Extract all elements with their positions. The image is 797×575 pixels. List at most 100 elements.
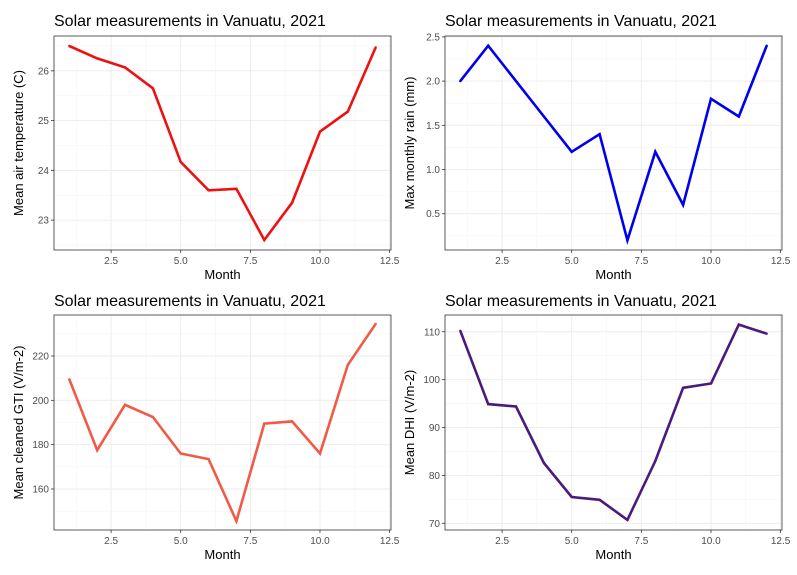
x-tick-label: 2.5 xyxy=(495,536,509,547)
series-line xyxy=(459,323,768,522)
chart-panel-4: 2.5 5.0 7.5 10.0 12.5 70 80 90 100 110 Solar measu… xyxy=(402,293,791,562)
data-point xyxy=(459,329,462,333)
y-tick-label: 23 xyxy=(38,216,50,227)
x-tick-label: 12.5 xyxy=(380,536,400,547)
data-point xyxy=(346,363,350,367)
data-point xyxy=(542,461,546,465)
data-point xyxy=(123,66,127,69)
data-point xyxy=(318,130,322,133)
data-point xyxy=(709,382,713,385)
data-point xyxy=(318,452,322,455)
data-point xyxy=(765,332,768,335)
x-tick-label: 7.5 xyxy=(243,256,257,267)
y-tick-label: 1.0 xyxy=(426,165,440,176)
data-point xyxy=(179,160,182,164)
data-point xyxy=(486,402,490,406)
y-axis-label: Mean air temperature (C) xyxy=(11,70,26,216)
panel-border xyxy=(444,35,783,251)
y-tick-label: 180 xyxy=(32,440,49,451)
data-point xyxy=(598,132,601,136)
data-point xyxy=(654,459,657,463)
data-point xyxy=(514,405,518,408)
data-point xyxy=(654,150,657,154)
y-tick-label: 26 xyxy=(38,66,50,77)
x-tick-label: 7.5 xyxy=(634,536,648,547)
x-tick-label: 2.5 xyxy=(104,256,118,267)
x-tick-label: 5.0 xyxy=(565,536,579,547)
data-point xyxy=(235,519,238,523)
data-point xyxy=(263,238,266,242)
data-point xyxy=(486,44,490,47)
data-point xyxy=(123,403,127,406)
x-tick-label: 12.5 xyxy=(771,256,791,267)
data-point xyxy=(207,189,210,192)
chart-panel-3: 2.5 5.0 7.5 10.0 12.5 160 180 200 220 Solar measu… xyxy=(11,293,400,562)
y-axis-label: Mean DHI (V/m-2) xyxy=(402,370,417,475)
y-tick-label: 2.0 xyxy=(426,77,440,88)
data-point xyxy=(151,415,155,419)
y-axis-label: Mean cleaned GTI (V/m-2) xyxy=(11,346,26,500)
data-point xyxy=(514,79,518,83)
data-point xyxy=(737,323,741,326)
x-axis-label: Month xyxy=(204,547,240,562)
series-line xyxy=(68,44,377,243)
data-point xyxy=(765,44,768,47)
x-tick-label: 2.5 xyxy=(495,256,509,267)
data-point xyxy=(68,44,71,48)
y-tick-label: 24 xyxy=(38,166,50,177)
panel-title: Solar measurements in Vanuatu, 2021 xyxy=(54,13,326,30)
x-axis-label: Month xyxy=(595,547,631,562)
y-tick-label: 90 xyxy=(429,423,441,434)
x-tick-label: 7.5 xyxy=(243,536,257,547)
data-point xyxy=(235,187,238,190)
y-tick-label: 200 xyxy=(32,396,49,407)
y-tick-label: 220 xyxy=(32,352,49,363)
y-tick-label: 110 xyxy=(424,327,440,338)
data-point xyxy=(570,150,573,154)
y-tick-label: 1.5 xyxy=(426,121,440,132)
y-axis-label: Max monthly rain (mm) xyxy=(402,77,417,210)
series-line xyxy=(459,43,768,245)
data-point xyxy=(179,452,182,455)
x-tick-label: 10.0 xyxy=(310,256,330,267)
y-tick-label: 25 xyxy=(38,116,50,127)
y-tick-label: 80 xyxy=(429,471,441,482)
series-line xyxy=(68,323,377,525)
data-point xyxy=(542,115,546,118)
data-point xyxy=(290,201,294,204)
data-point xyxy=(374,322,377,326)
panel-title: Solar measurements in Vanuatu, 2021 xyxy=(54,293,326,310)
data-point xyxy=(570,495,573,499)
x-tick-label: 10.0 xyxy=(310,536,330,547)
x-tick-label: 10.0 xyxy=(701,256,721,267)
x-axis-label: Month xyxy=(595,267,631,282)
data-point xyxy=(207,457,210,461)
x-tick-label: 10.0 xyxy=(701,536,721,547)
data-point xyxy=(626,239,629,242)
x-tick-label: 5.0 xyxy=(174,536,188,547)
data-point xyxy=(151,87,155,90)
data-point xyxy=(95,449,99,452)
y-tick-label: 70 xyxy=(429,519,441,530)
x-tick-label: 7.5 xyxy=(634,256,648,267)
panel-title: Solar measurements in Vanuatu, 2021 xyxy=(445,293,717,310)
x-tick-label: 2.5 xyxy=(104,536,118,547)
chart-panel-1: 2.5 5.0 7.5 10.0 12.5 23 24 25 26 Solar measureme… xyxy=(11,13,400,282)
x-tick-label: 12.5 xyxy=(380,256,400,267)
data-point xyxy=(626,518,629,522)
data-point xyxy=(681,386,685,389)
data-point xyxy=(598,498,601,502)
panel-border xyxy=(53,314,392,531)
y-tick-label: 160 xyxy=(32,484,49,495)
y-tick-label: 100 xyxy=(423,375,440,386)
panel-border xyxy=(53,35,392,251)
data-point xyxy=(374,46,377,49)
data-point xyxy=(459,79,462,83)
data-point xyxy=(68,378,71,381)
x-tick-label: 5.0 xyxy=(565,256,579,267)
panel-border xyxy=(444,314,783,531)
data-point xyxy=(263,422,266,425)
data-point xyxy=(290,420,294,423)
data-point xyxy=(346,110,350,113)
